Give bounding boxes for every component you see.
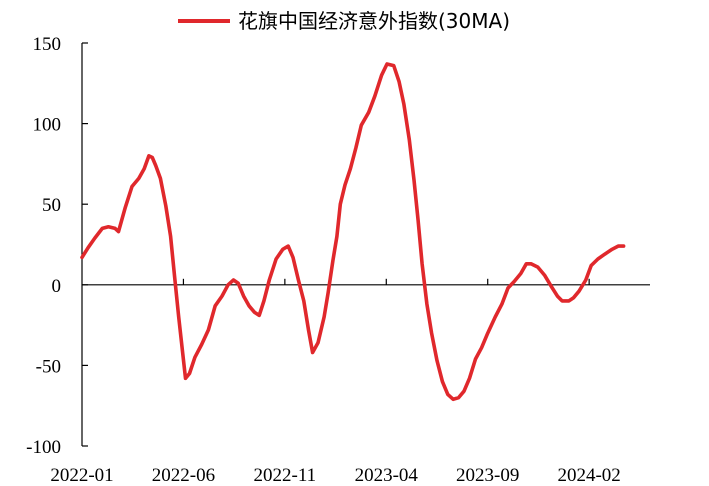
y-tick-label: 50 bbox=[42, 195, 61, 216]
legend: 花旗中国经济意外指数(30MA) bbox=[178, 9, 510, 33]
y-tick-label: -50 bbox=[36, 356, 61, 377]
x-tick-label: 2022-06 bbox=[152, 465, 215, 486]
y-tick-label: -100 bbox=[26, 437, 61, 458]
legend-label: 花旗中国经济意外指数(30MA) bbox=[238, 9, 510, 33]
x-tick-label: 2022-01 bbox=[50, 465, 113, 486]
y-axis: -100 -50 0 50 100 150 bbox=[26, 34, 88, 458]
plot-area bbox=[80, 62, 626, 402]
x-tick-labels: 2022-01 2022-06 2022-11 2023-04 2023-09 2024-… bbox=[50, 465, 620, 486]
x-tick-label: 2023-09 bbox=[456, 465, 519, 486]
x-tick-label: 2024-02 bbox=[557, 465, 620, 486]
x-tick-label: 2023-04 bbox=[355, 465, 419, 486]
series-line bbox=[80, 62, 626, 402]
y-tick-label: 150 bbox=[33, 34, 62, 55]
x-tick-label: 2022-11 bbox=[254, 465, 317, 486]
y-tick-label: 100 bbox=[33, 115, 62, 136]
y-tick-label: 0 bbox=[52, 276, 62, 297]
x-axis bbox=[82, 278, 650, 286]
